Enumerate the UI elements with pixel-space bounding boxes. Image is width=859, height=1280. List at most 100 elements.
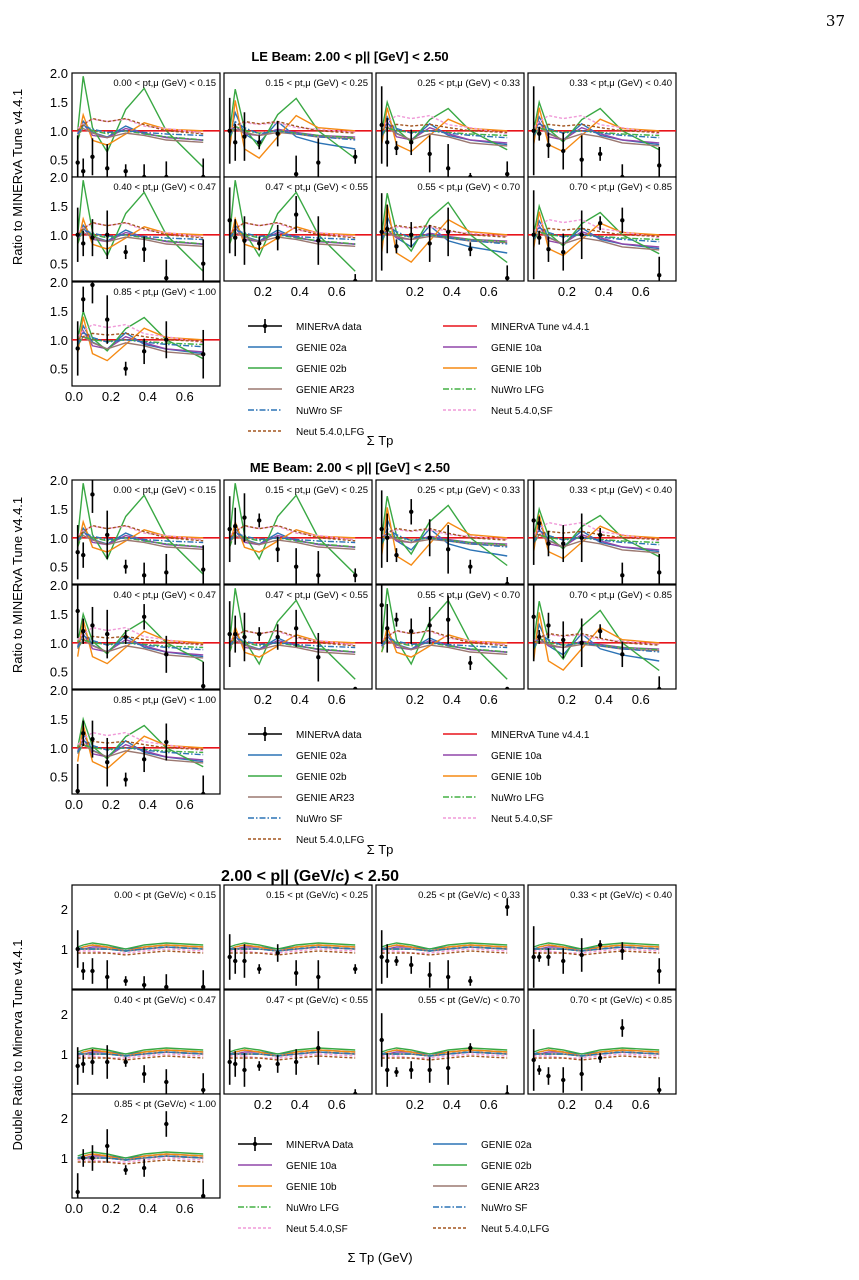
data-point: [385, 1067, 390, 1073]
data-point: [597, 629, 603, 634]
data-point: [620, 218, 625, 223]
data-point: [227, 218, 232, 223]
panel-plot: [224, 180, 372, 281]
panel-0-7: 0.70 < pt,μ (GeV) < 0.85: [527, 176, 677, 282]
panel-plot: [379, 898, 510, 989]
data-point: [275, 634, 280, 640]
series-line-NuLFG: [533, 637, 660, 651]
data-point: [546, 143, 551, 148]
panel-plot: [528, 190, 676, 281]
series-line-02b: [77, 942, 204, 950]
data-point: [620, 652, 625, 657]
legend-label: MINERvA data: [296, 730, 362, 741]
panel-2-7: 0.70 < pt (GeV/c) < 0.85: [527, 989, 677, 1095]
series-line-10b: [77, 216, 204, 250]
series-line-NeSF: [77, 222, 204, 238]
series-line-10b: [381, 507, 508, 567]
data-point: [394, 1069, 399, 1075]
data-point: [141, 757, 147, 762]
series-line-NeSF: [77, 948, 204, 954]
x-tick-label: 0.2: [102, 797, 120, 812]
series-line-NeSF: [77, 1157, 204, 1163]
series-line-10b: [229, 944, 356, 952]
data-point: [242, 634, 247, 640]
panel-2-0: 0.00 < pt (GeV/c) < 0.15: [71, 884, 221, 990]
panel-label: 0.00 < pt (GeV/c) < 0.15: [114, 890, 216, 901]
series-line-02b: [77, 1151, 204, 1159]
panel-plot: [72, 180, 220, 281]
series-line-02b: [229, 942, 356, 950]
series-line-NeSF: [229, 948, 356, 954]
data-point: [561, 541, 566, 546]
panel-label: 0.15 < pt,μ (GeV) < 0.25: [265, 78, 368, 89]
legend-label: Neut 5.4.0,SF: [491, 814, 553, 825]
legend-1: MINERvA data MINERvA Tune v4.4.1 GENIE 02a…: [248, 727, 590, 846]
series-line-NeSF: [77, 731, 204, 752]
data-point: [531, 232, 536, 237]
legend-swatch-point: [262, 323, 268, 329]
panel-frame: [375, 176, 525, 282]
series-line-NeSF: [77, 626, 204, 647]
data-point: [141, 1071, 147, 1077]
data-point: [75, 946, 80, 952]
panel-label: 0.33 < pt,μ (GeV) < 0.40: [569, 78, 672, 89]
series-line-NeLFG: [229, 221, 356, 239]
data-point: [233, 958, 238, 964]
panel-plot: [379, 1013, 510, 1094]
panel-plot: [376, 193, 524, 281]
x-tick-label: 0.4: [595, 284, 613, 299]
data-point: [164, 984, 169, 989]
data-point: [275, 1061, 280, 1067]
series-line-NeLFG: [77, 221, 204, 239]
data-point: [385, 626, 390, 631]
data-point: [141, 349, 147, 354]
series-line-AR23: [77, 638, 204, 659]
data-point: [201, 1087, 206, 1093]
data-point: [620, 948, 625, 954]
data-point: [90, 1059, 95, 1065]
series-line-NeLFG: [77, 332, 204, 343]
data-point: [201, 261, 206, 266]
series-line-10b: [229, 216, 356, 250]
panel-label: 0.33 < pt (GeV/c) < 0.40: [570, 890, 672, 901]
y-tick-label: 0.5: [50, 362, 68, 377]
data-point: [227, 1059, 232, 1065]
panel-1-6: 0.55 < pt,μ (GeV) < 0.70: [375, 584, 525, 690]
series-line-10b: [77, 1049, 204, 1057]
series-line-NeLFG: [381, 224, 508, 238]
panel-label: 0.40 < pt (GeV/c) < 0.47: [114, 995, 216, 1006]
x-tick-label: 0.2: [254, 1097, 272, 1112]
panel-frame: [375, 884, 525, 990]
panel-label: 0.55 < pt,μ (GeV) < 0.70: [417, 590, 520, 601]
series-line-02b: [229, 180, 356, 272]
y-tick-label: 1.5: [50, 199, 68, 214]
panel-frame: [223, 989, 373, 1095]
series-line-AR23: [381, 639, 508, 655]
series-line-NeLFG: [381, 123, 508, 134]
data-point: [379, 1037, 384, 1043]
series-line-NuSF: [229, 532, 356, 544]
series-line-AR23: [229, 639, 356, 655]
data-point: [394, 244, 399, 249]
data-point: [537, 131, 542, 136]
series-line-NuSF: [533, 226, 660, 243]
series-line-NeSF: [381, 948, 508, 954]
y-tick-label: 1.5: [50, 502, 68, 517]
series-line-NeLFG: [77, 1055, 204, 1061]
y-tick-label: 1.5: [50, 712, 68, 727]
data-point: [409, 1067, 414, 1073]
legend-label: GENIE 10a: [491, 751, 542, 762]
series-line-NeSF: [381, 630, 508, 646]
data-point: [531, 614, 536, 619]
panel-label: 0.70 < pt,μ (GeV) < 0.85: [569, 590, 672, 601]
panel-label: 0.47 < pt,μ (GeV) < 0.55: [265, 182, 368, 193]
panel-plot: [72, 585, 220, 689]
panel-plot: [224, 588, 372, 689]
data-point: [105, 317, 110, 322]
x-tick-label: 0.6: [176, 389, 194, 404]
series-line-NuSF: [533, 946, 660, 952]
data-point: [537, 954, 542, 960]
series-line-10b: [229, 624, 356, 658]
x-tick-label: 0.2: [558, 1097, 576, 1112]
series-line-02b: [229, 1047, 356, 1055]
